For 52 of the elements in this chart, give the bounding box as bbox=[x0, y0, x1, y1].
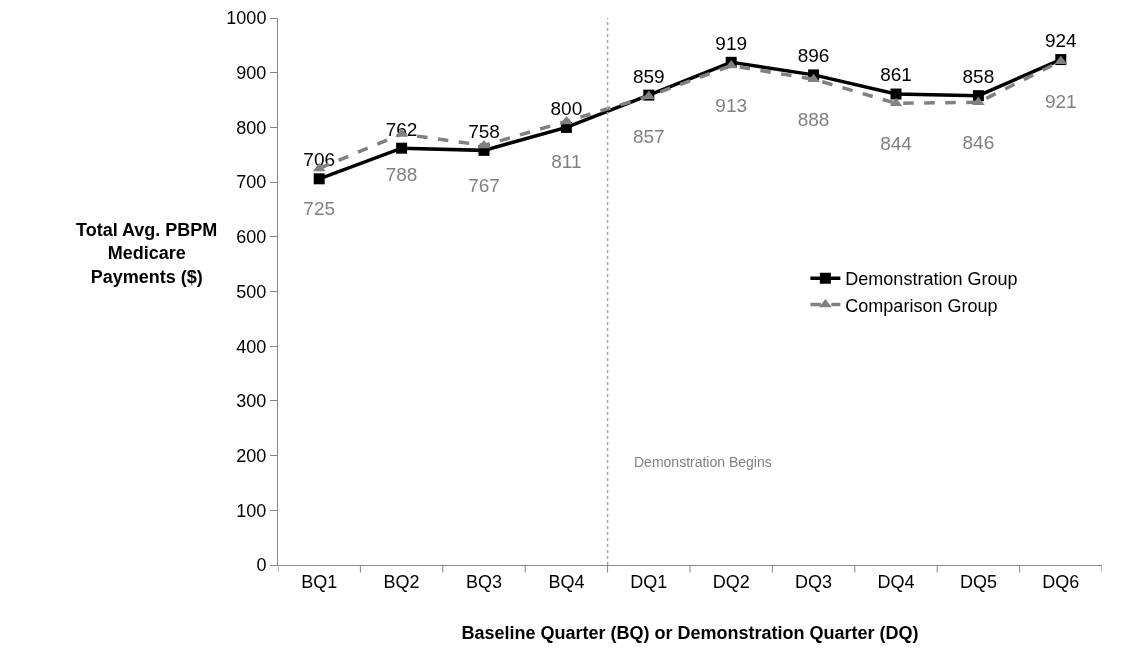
point bbox=[890, 88, 902, 100]
y-axis-title: Total Avg. PBPM Medicare Payments ($) bbox=[76, 220, 218, 287]
x-tick-label: BQ3 bbox=[465, 571, 503, 592]
data-label: 788 bbox=[385, 163, 418, 185]
data-label: 921 bbox=[1044, 91, 1077, 113]
point bbox=[396, 142, 408, 154]
data-label: 861 bbox=[880, 64, 912, 86]
annotation: Demonstration Begins bbox=[634, 454, 772, 470]
data-label: 846 bbox=[962, 132, 995, 154]
x-tick-label: DQ3 bbox=[795, 571, 833, 592]
y-tick-label: 600 bbox=[236, 227, 267, 248]
data-label: 857 bbox=[632, 126, 665, 148]
data-label: 896 bbox=[797, 45, 830, 67]
legend-label: Demonstration Group bbox=[845, 269, 1018, 290]
y-tick-label: 400 bbox=[236, 336, 267, 357]
legend-label: Comparison Group bbox=[845, 295, 998, 316]
x-axis-title: Baseline Quarter (BQ) or Demonstration Quarter (DQ) bbox=[461, 622, 919, 643]
data-label: 924 bbox=[1044, 29, 1078, 51]
data-label: 888 bbox=[797, 109, 830, 131]
data-label: 758 bbox=[468, 120, 500, 142]
y-tick-label: 1000 bbox=[226, 8, 267, 29]
data-label: 844 bbox=[880, 133, 913, 155]
point bbox=[889, 97, 903, 107]
x-tick-label: DQ6 bbox=[1042, 571, 1080, 592]
y-tick-label: 500 bbox=[236, 281, 267, 302]
x-tick-label: DQ2 bbox=[712, 571, 750, 592]
data-label: 919 bbox=[715, 32, 748, 54]
x-tick-label: DQ4 bbox=[877, 571, 915, 592]
point bbox=[560, 115, 573, 125]
x-tick-label: BQ4 bbox=[548, 571, 585, 592]
data-label: 706 bbox=[303, 149, 336, 171]
data-label: 800 bbox=[550, 97, 583, 119]
data-label: 767 bbox=[468, 175, 500, 197]
data-label: 913 bbox=[715, 95, 748, 117]
point bbox=[477, 139, 491, 149]
y-tick-label: 0 bbox=[256, 555, 267, 576]
data-label: 859 bbox=[632, 65, 665, 87]
data-label: 725 bbox=[303, 198, 336, 220]
data-label: 858 bbox=[962, 66, 995, 88]
y-tick-label: 800 bbox=[236, 117, 267, 138]
point bbox=[807, 73, 820, 83]
data-label: 811 bbox=[551, 151, 582, 173]
y-tick-label: 900 bbox=[236, 63, 267, 83]
x-tick-label: BQ2 bbox=[383, 571, 420, 592]
y-tick-label: 100 bbox=[236, 500, 267, 521]
y-tick-label: 300 bbox=[236, 391, 267, 412]
point bbox=[313, 173, 325, 185]
x-tick-label: BQ1 bbox=[301, 571, 338, 592]
y-tick-label: 200 bbox=[236, 445, 267, 466]
y-tick-label: 700 bbox=[236, 172, 267, 193]
x-tick-label: DQ5 bbox=[959, 571, 997, 592]
x-tick-label: DQ1 bbox=[630, 571, 668, 592]
